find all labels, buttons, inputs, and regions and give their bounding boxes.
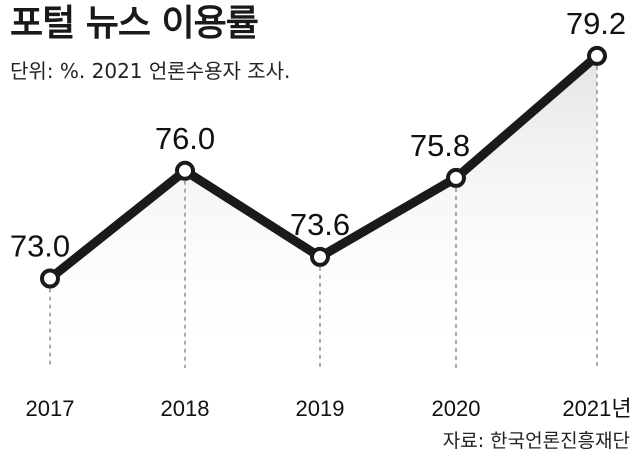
data-label-2018: 76.0	[155, 121, 215, 156]
data-label-2017: 73.0	[10, 229, 70, 264]
data-point-2017	[40, 268, 60, 289]
data-point-2019	[310, 246, 330, 267]
data-point-2018	[175, 160, 195, 181]
x-tick-label-0: 2017	[26, 396, 75, 421]
area-fill	[50, 55, 597, 369]
data-label-2021년: 79.2	[566, 6, 626, 41]
data-label-2019: 73.6	[290, 207, 350, 242]
data-label-2020: 75.8	[410, 128, 470, 163]
chart-title: 포털 뉴스 이용률	[10, 3, 259, 44]
chart-subtitle: 단위: %. 2021 언론수용자 조사.	[10, 59, 291, 83]
x-tick-label-2: 2019	[296, 396, 345, 421]
x-tick-label-4: 2021년	[562, 396, 631, 421]
source-note: 자료: 한국언론진흥재단	[442, 430, 630, 452]
x-tick-label-3: 2020	[432, 396, 481, 421]
data-point-2021년	[587, 45, 607, 66]
x-tick-label-1: 2018	[161, 396, 210, 421]
data-point-2020	[446, 167, 466, 188]
